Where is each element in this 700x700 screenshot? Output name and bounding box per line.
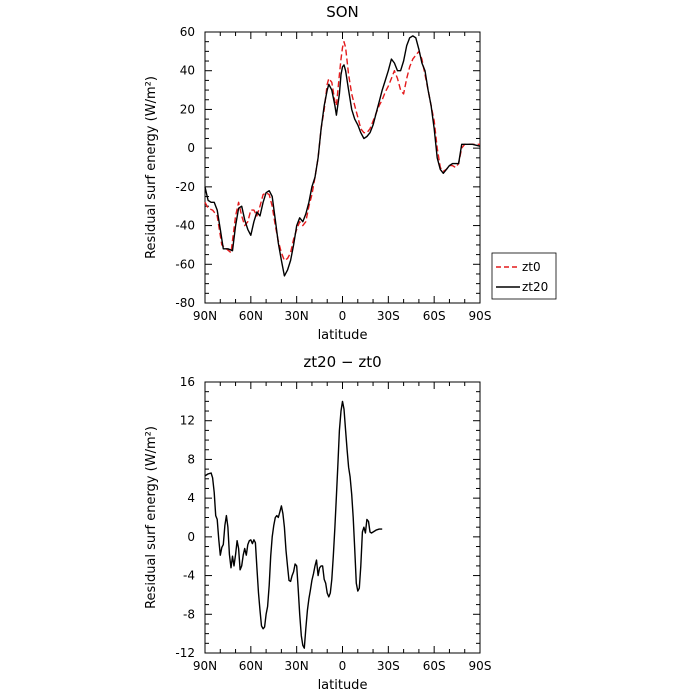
- y-tick-label: -4: [183, 569, 195, 583]
- y-tick-label: 8: [187, 452, 195, 466]
- x-tick-label: 0: [339, 309, 347, 323]
- legend-label-zt20: zt20: [522, 280, 548, 294]
- x-tick-label: 30S: [377, 309, 400, 323]
- series-line-zt0: [204, 41, 480, 262]
- x-tick-label: 60N: [239, 659, 263, 673]
- y-tick-label: 40: [180, 64, 195, 78]
- x-axis-label: latitude: [318, 328, 368, 343]
- x-tick-label: 30N: [285, 659, 309, 673]
- y-tick-label: 4: [187, 491, 195, 505]
- x-tick-label: 30N: [285, 309, 309, 323]
- y-tick-label: 60: [180, 25, 195, 39]
- y-tick-label: -60: [175, 257, 195, 271]
- y-tick-label: -80: [175, 296, 195, 310]
- chart-title: SON: [326, 3, 359, 21]
- y-tick-label: -20: [175, 180, 195, 194]
- x-tick-label: 60S: [423, 659, 446, 673]
- y-tick-label: 0: [187, 141, 195, 155]
- y-tick-label: 20: [180, 102, 195, 116]
- y-tick-label: 0: [187, 530, 195, 544]
- x-tick-label: 0: [339, 659, 347, 673]
- legend-box: [491, 252, 557, 300]
- plot-frame: [204, 31, 481, 304]
- plot-frame: [204, 381, 481, 654]
- x-tick-label: 30S: [377, 659, 400, 673]
- x-axis-label: latitude: [318, 678, 368, 693]
- x-tick-label: 60N: [239, 309, 263, 323]
- y-axis-label: Residual surf energy (W/m²): [144, 76, 159, 259]
- x-tick-label: 90N: [193, 659, 217, 673]
- y-tick-label: -12: [175, 646, 195, 660]
- series-line-zt20: [204, 35, 481, 277]
- x-tick-label: 60S: [423, 309, 446, 323]
- chart-title: zt20 − zt0: [303, 353, 381, 371]
- y-tick-label: 12: [180, 414, 195, 428]
- y-tick-label: -8: [183, 607, 195, 621]
- legend-label-zt0: zt0: [522, 260, 541, 274]
- y-tick-label: 16: [180, 375, 195, 389]
- x-tick-label: 90N: [193, 309, 217, 323]
- x-tick-label: 90S: [469, 659, 492, 673]
- y-axis-label: Residual surf energy (W/m²): [144, 426, 159, 609]
- series-line: [204, 400, 383, 649]
- y-tick-label: -40: [175, 219, 195, 233]
- x-tick-label: 90S: [469, 309, 492, 323]
